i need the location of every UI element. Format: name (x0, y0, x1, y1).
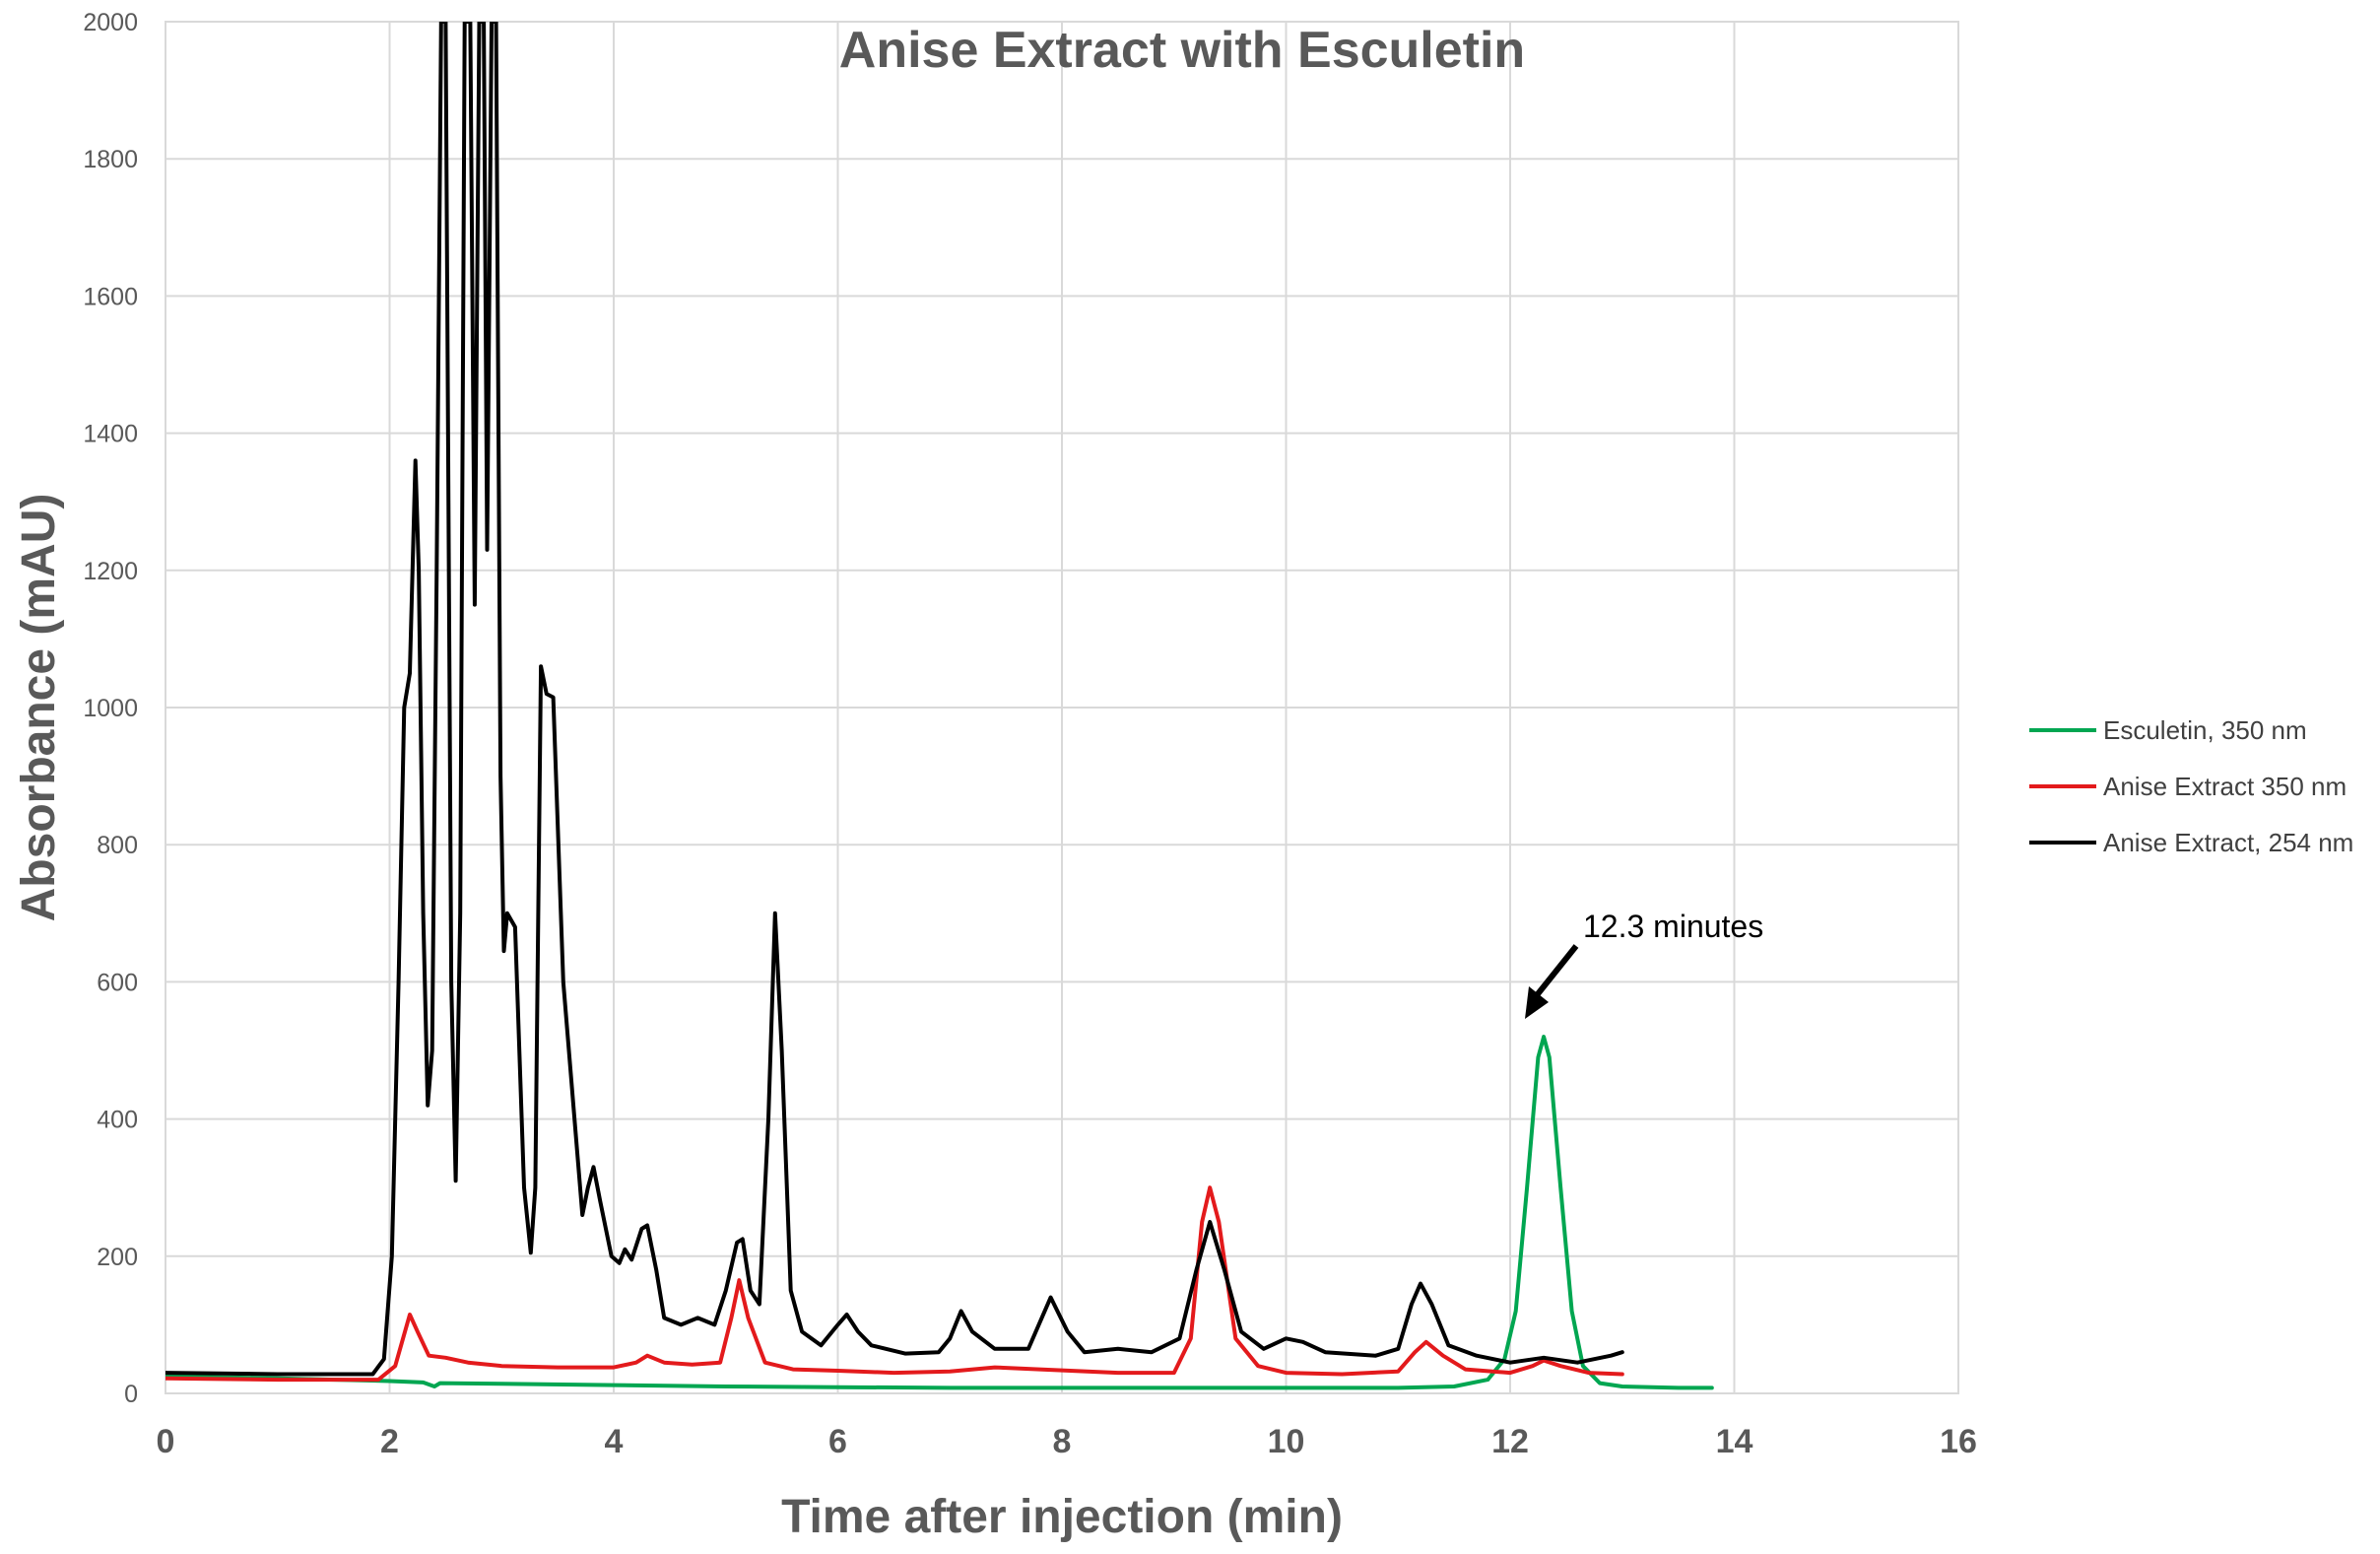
y-tick-label: 400 (97, 1107, 138, 1134)
y-tick-label: 1000 (83, 695, 138, 722)
annotation-arrow-shaft (1534, 944, 1579, 997)
x-tick-label: 0 (157, 1423, 175, 1460)
y-tick-label: 1800 (83, 146, 138, 173)
y-tick-label: 1600 (83, 283, 138, 310)
y-tick-label: 600 (97, 969, 138, 996)
y-tick-label: 2000 (83, 9, 138, 36)
y-tick-label: 1200 (83, 558, 138, 585)
x-tick-label: 8 (1053, 1423, 1072, 1460)
annotation-arrow-head (1525, 986, 1549, 1019)
y-tick-label: 1400 (83, 421, 138, 448)
x-tick-label: 6 (828, 1423, 847, 1460)
x-tick-label: 12 (1491, 1423, 1529, 1460)
x-tick-label: 4 (605, 1423, 624, 1460)
y-tick-label: 200 (97, 1244, 138, 1271)
series-line-1 (165, 1185, 1624, 1383)
grid-lines (165, 21, 1959, 1394)
tick-labels: 0 2 4 6 8 10 12 14 16 0 200 400 600 800 1000 1200 1400 16… (83, 9, 1977, 1460)
legend-label-1: Anise Extract 350 nm (2103, 772, 2347, 801)
x-tick-label: 10 (1268, 1423, 1305, 1460)
legend-label-0: Esculetin, 350 nm (2103, 715, 2307, 745)
x-tick-label: 16 (1940, 1423, 1977, 1460)
y-tick-label: 0 (124, 1381, 138, 1408)
y-tick-label: 800 (97, 832, 138, 859)
y-axis-label: Absorbance (mAU) (13, 494, 65, 922)
legend: Esculetin, 350 nm Anise Extract 350 nm Ani… (2029, 715, 2353, 857)
series-line-2 (165, 22, 1624, 1377)
x-axis-label: Time after injection (min) (781, 1491, 1343, 1543)
chart-title: Anise Extract with Esculetin (839, 22, 1525, 79)
annotation-12-3-minutes: 12.3 minutes (1525, 909, 1763, 1019)
x-tick-label: 14 (1716, 1423, 1753, 1460)
legend-label-2: Anise Extract, 254 nm (2103, 828, 2353, 857)
series-lines (165, 22, 1714, 1390)
x-tick-label: 2 (380, 1423, 399, 1460)
annotation-label: 12.3 minutes (1583, 909, 1763, 944)
series-line-0 (165, 1035, 1714, 1390)
